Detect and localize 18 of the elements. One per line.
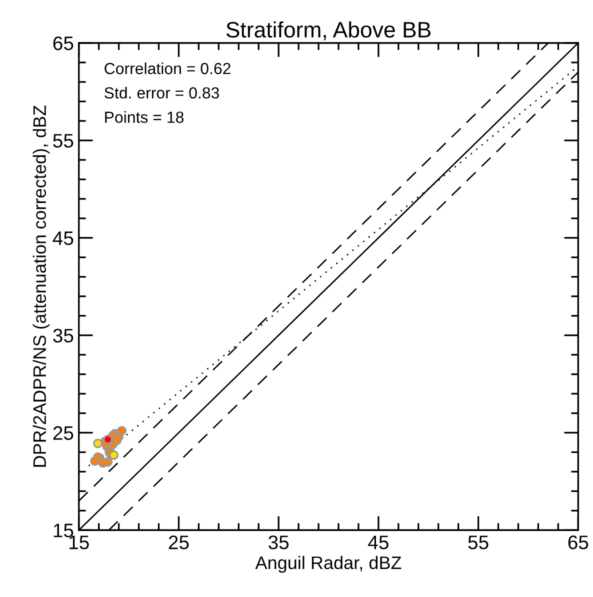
x-tick-label: 65 bbox=[568, 536, 588, 550]
y-tick-label: 55 bbox=[53, 134, 74, 148]
x-tick-label: 45 bbox=[368, 536, 388, 550]
y-tick-label: 35 bbox=[53, 328, 74, 343]
y-tick-label: 15 bbox=[54, 524, 74, 538]
x-tick-label: 35 bbox=[268, 536, 289, 550]
x-tick-label: 15 bbox=[70, 536, 89, 550]
x-tick-label: 25 bbox=[168, 536, 189, 550]
annotation: Points = 18 bbox=[105, 111, 184, 123]
chart-title: Stratiform, Above BB bbox=[226, 21, 430, 40]
annotation: Std. error = 0.83 bbox=[104, 86, 219, 99]
x-tick-label: 55 bbox=[468, 536, 488, 550]
y-tick-label: 25 bbox=[53, 426, 74, 440]
y-axis-title: DPR/2ADPR/NS (attenuation corrected), dBZ bbox=[32, 105, 50, 467]
y-tick-label: 65 bbox=[53, 36, 74, 50]
y-tick-label: 45 bbox=[52, 232, 74, 246]
annotation: Correlation = 0.62 bbox=[104, 62, 230, 74]
x-axis-title: Anguil Radar, dBZ bbox=[255, 556, 402, 573]
